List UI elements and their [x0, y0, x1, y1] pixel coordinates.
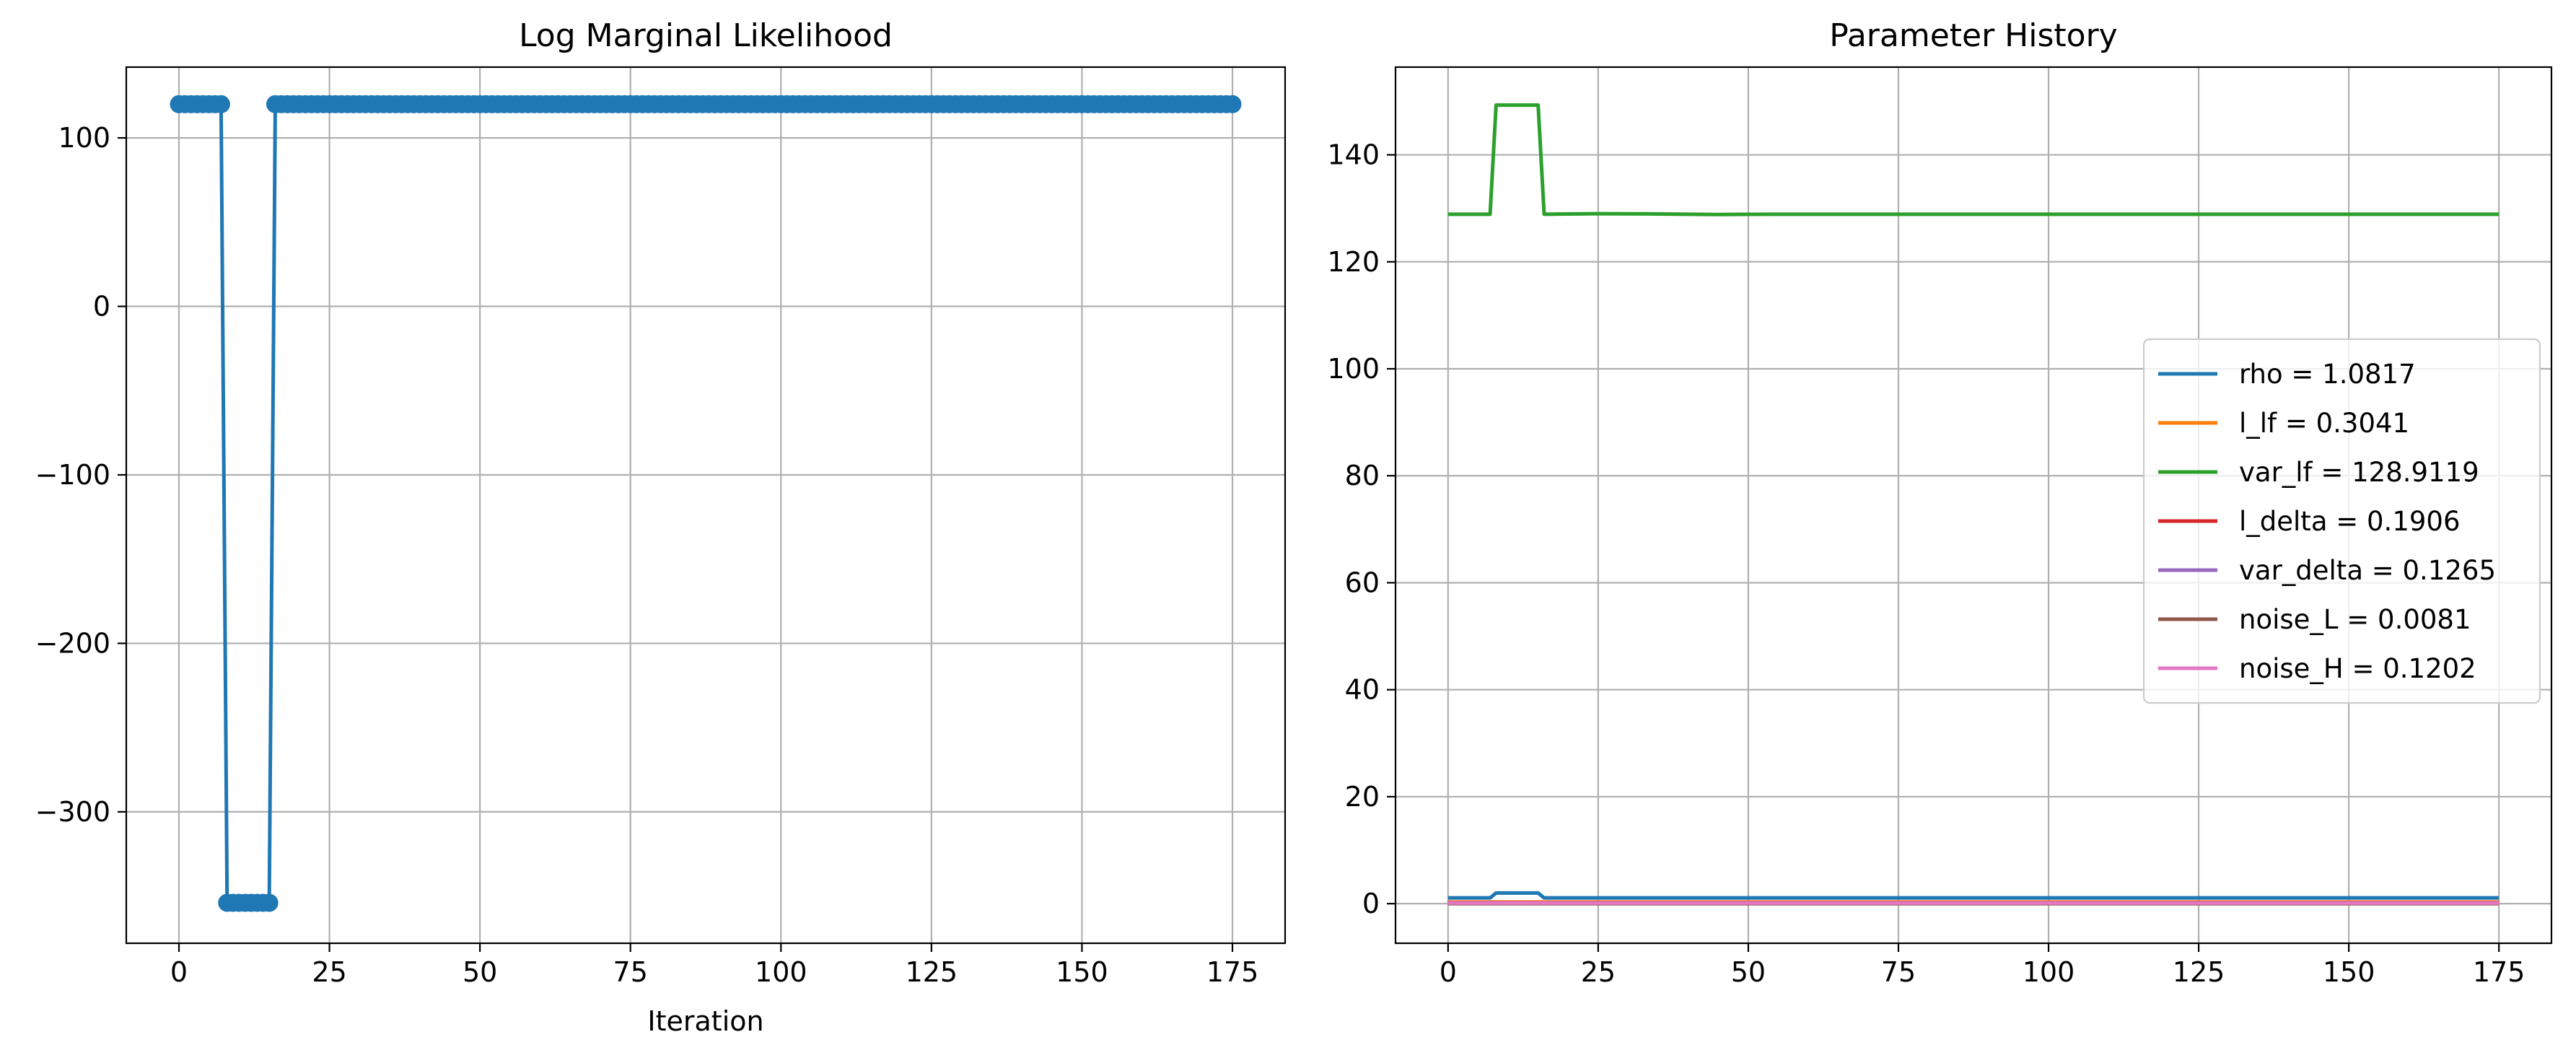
- parameter-history-title: Parameter History: [1829, 17, 2117, 54]
- legend-label: noise_L = 0.0081: [2239, 604, 2471, 635]
- parameter-history-y-tick-label: 0: [1362, 888, 1380, 919]
- log-likelihood-y-tick-label: −100: [35, 459, 110, 491]
- legend-label: var_delta = 0.1265: [2239, 555, 2496, 586]
- parameter-history-ticks: 0 25 50 75 100 125 150 175 0 20 40 60 80 100 120 140: [1327, 139, 2525, 988]
- legend-label: rho = 1.0817: [2239, 359, 2416, 390]
- legend-frame: [2142, 338, 2541, 704]
- parameter-history-x-tick-label: 150: [2323, 956, 2375, 988]
- parameter-history-x-tick-label: 100: [2023, 956, 2075, 988]
- log-likelihood-series-0-marker: [1223, 95, 1242, 113]
- parameter-history-y-tick-label: 20: [1345, 781, 1380, 813]
- log-likelihood-x-tick-label: 150: [1056, 956, 1108, 988]
- log-likelihood-x-tick-label: 75: [613, 956, 648, 988]
- parameter-history-y-tick-label: 40: [1345, 674, 1380, 706]
- log-likelihood-plot-frame: [125, 66, 1287, 945]
- parameter-history-x-tick-label: 125: [2173, 956, 2225, 988]
- parameter-history-y-tick-label: 100: [1327, 353, 1380, 385]
- parameter-history-panel: Parameter History 0 25 50 75 100 125 150 175 0 20…: [1327, 17, 2553, 988]
- log-likelihood-x-axis-label: Iteration: [647, 1005, 763, 1037]
- log-likelihood-grid: [126, 67, 1285, 943]
- legend-label: l_delta = 0.1906: [2239, 506, 2460, 537]
- log-likelihood-x-tick-label: 100: [755, 956, 807, 988]
- parameter-history-y-tick-label: 140: [1327, 139, 1380, 171]
- parameter-history-y-tick-label: 80: [1345, 460, 1380, 491]
- log-likelihood-title: Log Marginal Likelihood: [519, 17, 893, 54]
- log-likelihood-x-tick-label: 25: [312, 956, 346, 988]
- log-likelihood-y-tick-label: −300: [35, 796, 110, 828]
- parameter-history-x-tick-label: 0: [1440, 956, 1457, 988]
- parameter-history-plot-frame: [1394, 66, 2553, 945]
- parameter-history-x-tick-label: 50: [1731, 956, 1766, 988]
- log-likelihood-x-tick-label: 0: [170, 956, 188, 988]
- parameter-history-y-tick-label: 120: [1327, 246, 1380, 278]
- log-likelihood-x-tick-label: 175: [1206, 956, 1259, 988]
- parameter-history-series: [1447, 103, 2500, 906]
- log-likelihood-y-tick-label: −200: [35, 627, 110, 659]
- log-likelihood-x-tick-label: 50: [463, 956, 497, 988]
- legend-label: var_lf = 128.9119: [2239, 457, 2479, 488]
- log-likelihood-series-0-marker: [211, 95, 230, 113]
- log-likelihood-y-tick-label: 0: [93, 291, 110, 323]
- log-likelihood-y-tick-label: 100: [58, 122, 110, 154]
- legend-label: noise_H = 0.1202: [2239, 653, 2476, 684]
- parameter-history-x-tick-label: 175: [2473, 956, 2525, 988]
- parameter-history-series-0-line: [1447, 891, 2500, 900]
- parameter-history-x-tick-label: 25: [1581, 956, 1616, 988]
- parameter-history-legend: rho = 1.0817 l_lf = 0.3041 var_lf = 128.91…: [2142, 338, 2541, 704]
- parameter-history-x-tick-label: 75: [1881, 956, 1916, 988]
- log-likelihood-panel: Log Marginal Likelihood 0 25 50 75 100 125 150…: [35, 17, 1287, 1037]
- log-likelihood-ticks: 0 25 50 75 100 125 150 175 −300 −200 −100 0 100: [35, 122, 1259, 988]
- parameter-history-series-2-line: [1447, 103, 2500, 217]
- log-likelihood-x-tick-label: 125: [906, 956, 958, 988]
- parameter-history-y-tick-label: 60: [1345, 567, 1380, 598]
- log-likelihood-series: [170, 95, 1242, 912]
- legend-label: l_lf = 0.3041: [2239, 408, 2409, 439]
- log-likelihood-series-0-marker: [260, 893, 279, 912]
